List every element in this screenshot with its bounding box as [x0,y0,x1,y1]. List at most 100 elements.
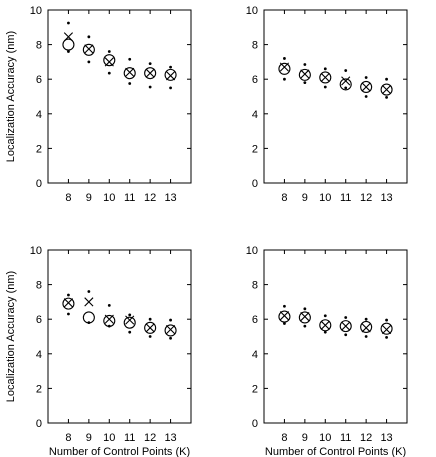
circle-marker [123,67,136,80]
y-tick-label: 0 [36,418,42,430]
plot-frame [263,9,408,184]
x-tick-label: 9 [86,432,92,444]
cross-marker [320,320,330,330]
x-axis-label: Number of Control Points (K) [265,446,406,457]
lower-dot-marker [169,336,172,340]
upper-dot-marker [169,318,172,322]
cross-marker [320,72,330,83]
circle-marker [278,310,291,323]
x-tick-label: 10 [103,192,115,204]
x-tick-label: 10 [319,432,331,444]
x-tick-label: 8 [281,432,287,444]
chart-panel-3: 0 2 4 6 8 10 8 9 10 11 12 13 Localization Accuracy (… [5,245,192,457]
cross-marker [125,315,135,325]
x-tick-label: 13 [380,192,392,204]
cross-marker [279,62,290,72]
x-tick-label: 13 [164,192,176,204]
circle-marker [164,68,177,81]
y-axis-label: Localization Accuracy (nm) [5,31,17,162]
lower-dot-marker [148,335,152,338]
chart-panel-2: 0 2 4 6 8 10 8 9 10 11 12 13 [246,5,408,204]
cross-marker [63,298,74,308]
x-tick-label: 9 [86,192,92,204]
plot-frame [47,249,192,424]
lower-dot-marker [385,335,388,339]
x-tick-label: 13 [164,432,176,444]
y-tick-label: 6 [36,314,42,326]
x-axis-label: Number of Control Points (K) [49,446,190,457]
circle-marker [298,68,311,81]
cross-marker [361,82,371,92]
chart-panel-1: 0 2 4 6 8 10 8 9 10 11 12 13 Localization Accuracy (… [5,5,192,204]
x-tick-label: 12 [144,192,156,204]
y-tick-label: 6 [252,314,258,326]
lower-dot-marker [87,60,91,64]
circle-marker [144,321,157,334]
circle-marker [319,319,332,332]
lower-dot-marker [169,86,172,90]
upper-dot-marker [385,318,388,322]
y-tick-label: 4 [252,109,258,121]
cross-marker [165,324,176,335]
circle-marker [82,43,95,56]
lower-dot-marker [303,81,307,85]
circle-marker [298,311,311,324]
cross-marker [341,76,351,86]
circle-marker [339,320,352,333]
upper-dot-marker [283,304,286,308]
circle-marker [380,83,393,96]
x-tick-label: 8 [281,192,287,204]
cross-marker [279,311,290,321]
cross-marker [104,314,114,324]
x-tick-label: 12 [360,192,372,204]
upper-dot-marker [303,63,307,66]
lower-dot-marker [107,71,111,75]
plot-frame [263,249,408,424]
y-tick-label: 10 [246,5,258,17]
upper-dot-marker [385,77,388,81]
upper-dot-marker [323,314,327,318]
lower-dot-marker [323,85,327,89]
y-tick-label: 4 [36,109,42,121]
cross-marker [300,312,310,322]
x-tick-label: 11 [124,192,135,204]
circle-marker [62,297,75,310]
lower-dot-marker [385,95,388,99]
circle-marker [339,78,352,91]
y-tick-label: 8 [252,280,258,292]
x-tick-label: 11 [124,432,135,444]
upper-dot-marker [128,313,132,317]
upper-dot-marker [67,21,70,25]
x-tick-label: 9 [302,192,308,204]
y-tick-label: 2 [36,143,42,155]
y-tick-label: 8 [36,280,42,292]
cross-marker [125,67,135,77]
lower-dot-marker [344,86,348,90]
circle-marker [62,38,75,51]
y-tick-label: 2 [252,383,258,395]
upper-dot-marker [148,317,152,321]
x-tick-label: 12 [360,432,372,444]
x-tick-label: 9 [302,432,308,444]
lower-dot-marker [67,50,70,53]
circle-marker [380,322,393,335]
x-tick-label: 11 [340,192,351,204]
x-tick-label: 12 [144,432,156,444]
circle-marker [123,316,136,329]
upper-dot-marker [169,65,172,69]
y-tick-label: 0 [252,418,258,430]
lower-dot-marker [364,335,368,338]
y-tick-label: 10 [30,5,42,17]
lower-dot-marker [283,322,286,325]
upper-dot-marker [283,57,286,60]
y-tick-label: 8 [36,40,42,52]
y-tick-label: 4 [36,349,42,361]
lower-dot-marker [344,333,348,337]
chart-panel-4: 0 2 4 6 8 10 8 9 10 11 12 13 Number of Control Point… [246,245,408,457]
x-tick-label: 11 [340,432,351,444]
y-tick-label: 2 [36,383,42,395]
upper-dot-marker [87,35,91,39]
lower-dot-marker [107,324,111,328]
cross-marker [381,84,392,95]
upper-dot-marker [364,317,368,321]
